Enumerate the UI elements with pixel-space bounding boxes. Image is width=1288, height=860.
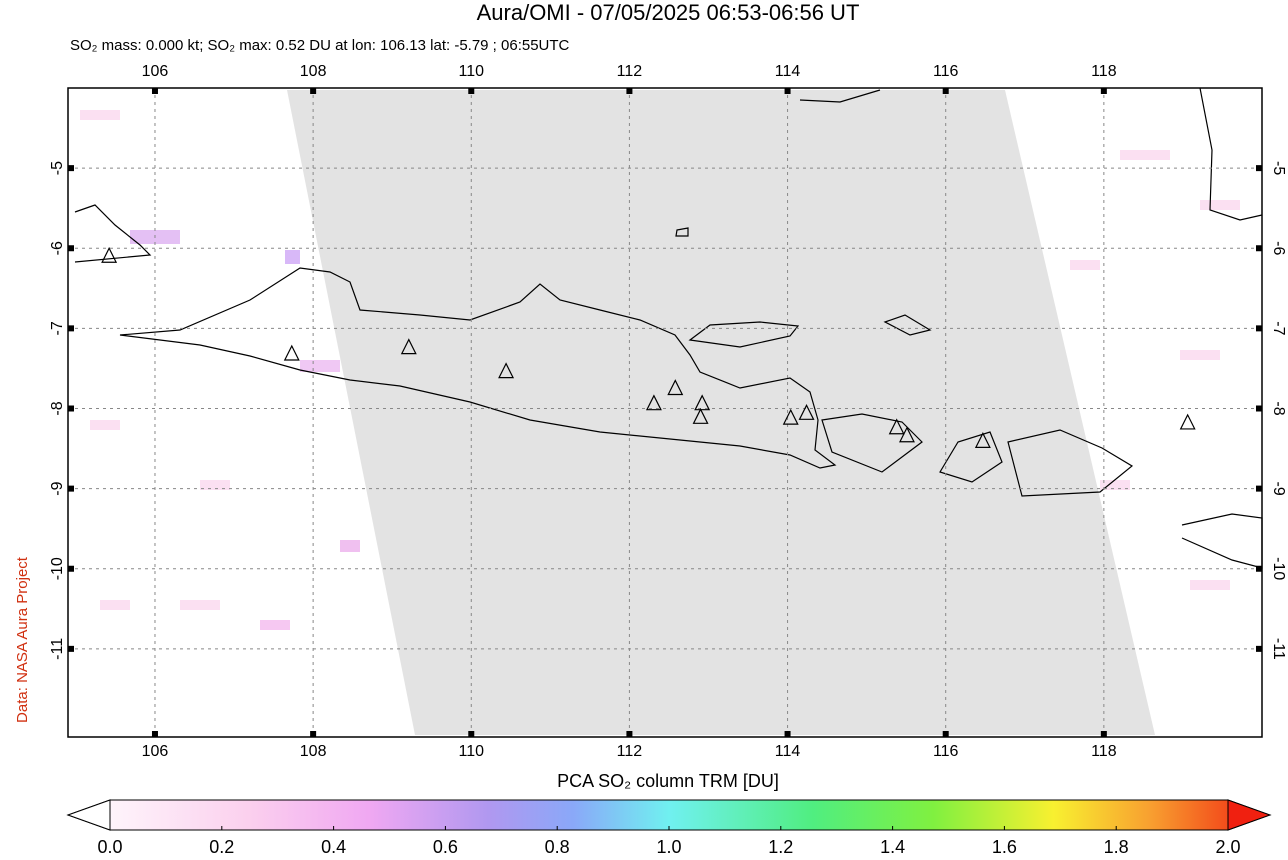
colorbar-tick-label: 0.6 bbox=[433, 837, 458, 855]
volcano-marker bbox=[898, 426, 915, 443]
lon-tick-label: 108 bbox=[300, 63, 327, 80]
lat-tick-label: -8 bbox=[1270, 401, 1287, 415]
lon-tick-label: 114 bbox=[775, 63, 801, 80]
lat-tick-label: -10 bbox=[1270, 557, 1287, 580]
volcano-marker bbox=[782, 408, 799, 425]
lat-tick-label: -7 bbox=[1270, 321, 1287, 335]
lon-tick-label: 112 bbox=[617, 63, 643, 80]
lat-tick-label: -7 bbox=[49, 321, 66, 335]
colorbar-tick-label: 1.4 bbox=[880, 837, 905, 855]
lon-tick-label: 110 bbox=[459, 63, 485, 80]
lat-tick-label: -9 bbox=[49, 481, 66, 495]
lon-tick-label: 118 bbox=[1091, 743, 1117, 760]
lon-tick-label: 106 bbox=[142, 63, 169, 80]
title: Aura/OMI - 07/05/2025 06:53-06:56 UT bbox=[477, 0, 860, 25]
volcano-marker bbox=[645, 394, 662, 411]
volcano-marker bbox=[798, 403, 815, 420]
volcano-marker bbox=[667, 379, 684, 396]
subtitle: SO₂ mass: 0.000 kt; SO₂ max: 0.52 DU at … bbox=[70, 37, 570, 54]
colorbar-tick-label: 1.8 bbox=[1104, 837, 1129, 855]
so2-pixels bbox=[80, 110, 1240, 630]
colorbar-max-arrow bbox=[1227, 799, 1272, 831]
map-area bbox=[67, 87, 1263, 738]
lat-tick-label: -5 bbox=[1270, 161, 1287, 175]
colorbar-tick-label: 0.4 bbox=[321, 837, 346, 855]
graticule bbox=[68, 88, 1262, 737]
volcano-marker bbox=[1179, 413, 1196, 430]
lat-tick-label: -10 bbox=[49, 557, 66, 580]
lon-tick-label: 114 bbox=[775, 743, 801, 760]
colorbar-ticks: 0.0 0.2 0.4 0.6 0.8 1.0 1.2 1.4 1.6 1.8 2.0 bbox=[97, 826, 1241, 857]
lat-tick-label: -11 bbox=[1270, 638, 1287, 660]
lon-tick-label: 118 bbox=[1091, 63, 1117, 80]
colorbar-tick-label: 1.0 bbox=[656, 837, 681, 855]
volcano-marker bbox=[694, 394, 711, 411]
lon-tick-label: 116 bbox=[933, 743, 959, 760]
volcano-marker bbox=[101, 246, 118, 263]
volcano-marker bbox=[498, 362, 515, 379]
map-frame bbox=[67, 87, 1263, 738]
volcano-marker bbox=[400, 338, 417, 355]
lat-tick-label: -8 bbox=[49, 401, 66, 415]
colorbar bbox=[66, 799, 1272, 831]
volcanoes bbox=[101, 246, 1196, 448]
colorbar-tick-label: 1.2 bbox=[768, 837, 793, 855]
colorbar-tick-label: 0.0 bbox=[97, 837, 122, 855]
lat-tick-label: -6 bbox=[49, 241, 66, 255]
lon-tick-label: 108 bbox=[300, 743, 327, 760]
colorbar-min-arrow bbox=[66, 799, 111, 831]
lat-tick-label: -6 bbox=[1270, 241, 1287, 255]
volcano-marker bbox=[692, 407, 709, 424]
lat-tick-label: -9 bbox=[1270, 482, 1287, 496]
lon-tick-label: 106 bbox=[142, 743, 169, 760]
colorbar-tick-label: 2.0 bbox=[1215, 837, 1240, 855]
lon-tick-label: 116 bbox=[933, 63, 959, 80]
lon-tick-label: 112 bbox=[617, 743, 643, 760]
swath-gap bbox=[287, 90, 1155, 735]
side-label: Data: NASA Aura Project bbox=[14, 556, 31, 723]
volcano-marker bbox=[283, 344, 300, 361]
colorbar-label: PCA SO₂ column TRM [DU] bbox=[557, 771, 779, 791]
lat-tick-label: -5 bbox=[49, 161, 66, 175]
colorbar-tick-label: 0.2 bbox=[209, 837, 234, 855]
colorbar-tick-label: 1.6 bbox=[992, 837, 1017, 855]
volcano-marker bbox=[974, 432, 991, 448]
lon-tick-label: 110 bbox=[459, 743, 485, 760]
lat-tick-label: -11 bbox=[49, 638, 66, 660]
colorbar-tick-label: 0.8 bbox=[545, 837, 570, 855]
volcano-marker bbox=[888, 418, 905, 435]
